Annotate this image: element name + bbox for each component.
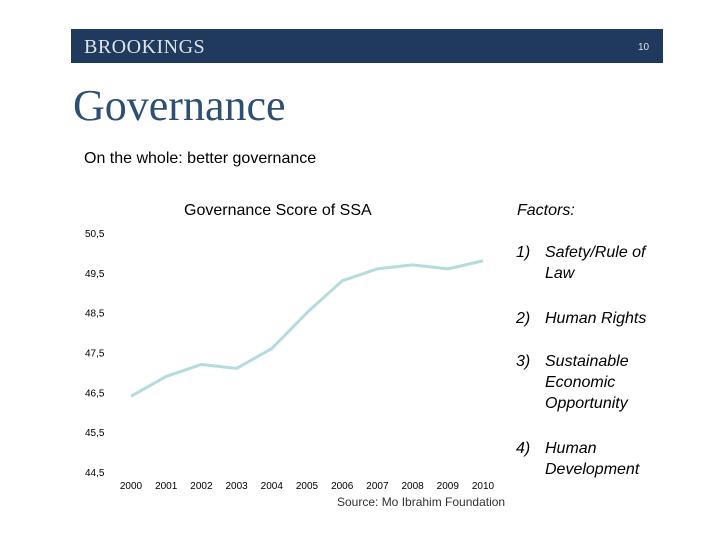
x-tick-label: 2002: [190, 481, 213, 492]
slide-title: Governance: [73, 81, 286, 130]
factor-number: 3): [516, 353, 531, 370]
y-tick-label: 46,5: [85, 388, 105, 399]
brookings-logo: BROOKINGS: [84, 36, 206, 58]
x-tick-label: 2004: [261, 481, 284, 492]
y-tick-label: 50,5: [85, 229, 105, 240]
factor-text: Human Rights: [545, 310, 647, 327]
factor-item-economic-opportunity: 3) Sustainable Economic Opportunity: [516, 351, 655, 414]
page-number: 10: [638, 42, 650, 53]
factor-item-human-rights: 2) Human Rights: [516, 308, 646, 329]
chart-source: Source: Mo Ibrahim Foundation: [337, 495, 506, 509]
factor-number: 2): [516, 310, 531, 327]
x-tick-label: 2000: [120, 481, 143, 492]
x-tick-label: 2003: [225, 481, 248, 492]
slide-subtitle: On the whole: better governance: [84, 150, 317, 167]
factors-heading: Factors:: [517, 202, 575, 219]
x-tick-label: 2006: [331, 481, 354, 492]
x-tick-label: 2008: [401, 481, 424, 492]
series-line: [130, 259, 484, 398]
y-tick-label: 47,5: [85, 349, 105, 360]
y-tick-label: 45,5: [85, 428, 105, 439]
factor-number: 1): [516, 244, 531, 261]
x-tick-label: 2007: [366, 481, 389, 492]
y-tick-label: 44,5: [85, 468, 105, 479]
factor-text: Human Development: [545, 440, 640, 478]
chart-title: Governance Score of SSA: [184, 202, 372, 219]
factor-text: Sustainable Economic Opportunity: [545, 353, 629, 412]
x-tick-label: 2001: [155, 481, 178, 492]
y-tick-label: 48,5: [85, 309, 105, 320]
header-bar: [71, 29, 663, 63]
y-tick-label: 49,5: [85, 269, 105, 280]
factor-item-human-development: 4) Human Development: [516, 438, 665, 480]
factor-item-safety: 1) Safety/Rule of Law: [516, 242, 673, 284]
factor-number: 4): [516, 440, 531, 457]
x-tick-label: 2005: [296, 481, 319, 492]
x-tick-label: 2009: [437, 481, 460, 492]
factor-text: Safety/Rule of Law: [545, 244, 646, 282]
x-tick-label: 2010: [472, 481, 495, 492]
